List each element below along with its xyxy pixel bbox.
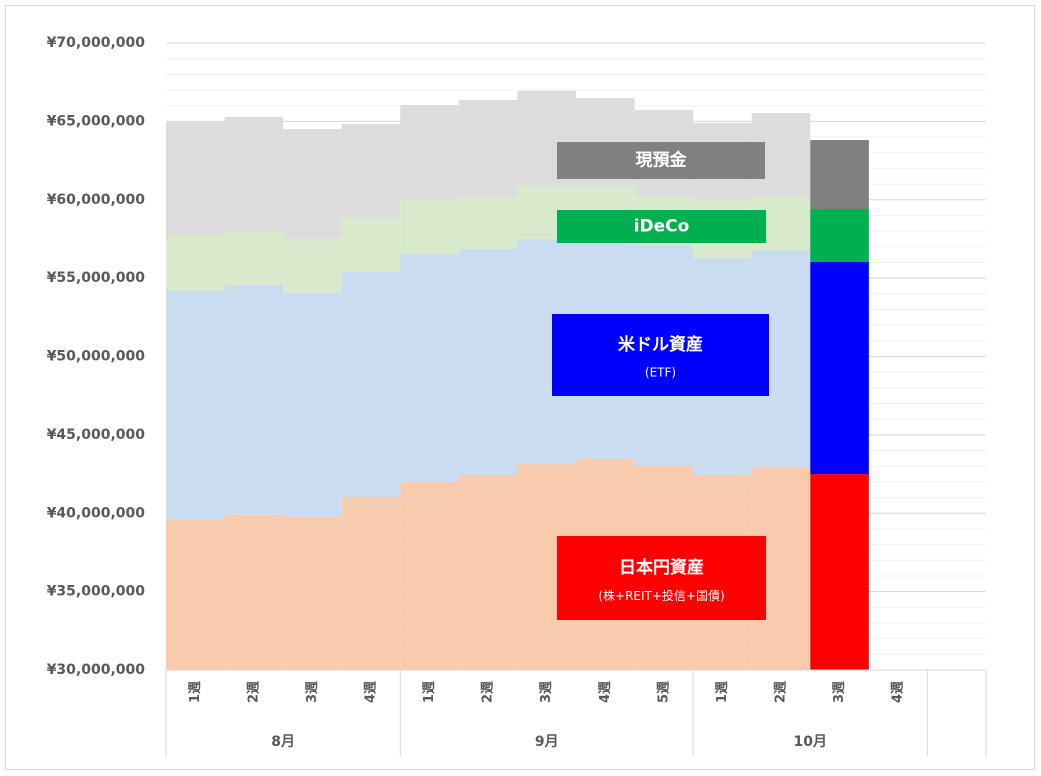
y-tick-label: ¥50,000,000 bbox=[47, 349, 146, 365]
bar-segment bbox=[810, 261, 869, 475]
y-tick-label: ¥55,000,000 bbox=[47, 270, 146, 286]
y-tick-label: ¥40,000,000 bbox=[47, 505, 146, 521]
group-label: 9月 bbox=[535, 734, 559, 750]
x-tick-label: 1週 bbox=[715, 681, 730, 703]
x-tick-label: 1週 bbox=[422, 681, 437, 703]
bar-segment bbox=[400, 253, 459, 483]
bar-segment bbox=[458, 196, 518, 249]
bar-segment bbox=[810, 208, 869, 262]
legend-label: 日本円資産 bbox=[619, 557, 704, 578]
y-tick-label: ¥60,000,000 bbox=[47, 192, 146, 208]
x-tick-label: 3週 bbox=[539, 681, 554, 703]
bar-segment bbox=[810, 140, 869, 209]
bar-segment bbox=[166, 121, 225, 236]
bar-segment bbox=[283, 517, 342, 670]
bar-segment bbox=[224, 285, 284, 515]
bar-segment bbox=[400, 105, 459, 201]
bar-segment bbox=[166, 235, 225, 291]
y-tick-label: ¥30,000,000 bbox=[47, 662, 146, 678]
x-tick-label: 2週 bbox=[481, 681, 496, 703]
bar-segment bbox=[283, 293, 342, 518]
bar-segment bbox=[458, 475, 518, 670]
x-tick-label: 3週 bbox=[305, 681, 320, 703]
bar-segment bbox=[283, 237, 342, 294]
bar-segment bbox=[341, 496, 401, 670]
x-tick-label: 5週 bbox=[656, 681, 671, 703]
legend-label: 米ドル資産 bbox=[618, 334, 703, 355]
bar-segment bbox=[400, 482, 459, 670]
y-tick-label: ¥70,000,000 bbox=[47, 35, 146, 51]
group-label: 10月 bbox=[794, 734, 827, 750]
x-tick-label: 2週 bbox=[246, 681, 261, 703]
legend-note: (ETF) bbox=[645, 366, 676, 380]
bar-segment bbox=[224, 232, 284, 286]
bar-segment bbox=[283, 129, 342, 238]
bar-segment bbox=[458, 100, 518, 197]
legend-box bbox=[557, 536, 766, 620]
x-tick-label: 1週 bbox=[188, 681, 203, 703]
legend-box bbox=[557, 142, 765, 179]
legend-box bbox=[552, 314, 769, 396]
y-tick-label: ¥65,000,000 bbox=[47, 113, 146, 129]
x-tick-label: 2週 bbox=[774, 681, 789, 703]
bar-segment bbox=[400, 200, 459, 254]
bar-segment bbox=[224, 116, 284, 233]
bar-segment bbox=[458, 248, 518, 476]
bar-segment bbox=[166, 290, 225, 520]
x-tick-label: 4週 bbox=[891, 681, 906, 703]
y-tick-label: ¥45,000,000 bbox=[47, 427, 146, 443]
bar-segment bbox=[341, 272, 401, 497]
group-label: 8月 bbox=[271, 734, 295, 750]
legend-note: (株+REIT+投信+国債) bbox=[598, 588, 724, 603]
legend-box bbox=[557, 210, 766, 243]
legend-label: iDeCo bbox=[634, 217, 690, 237]
bar-segment bbox=[341, 217, 401, 273]
bar-segment bbox=[224, 514, 284, 670]
bar-segment bbox=[341, 124, 401, 218]
bar-segment bbox=[166, 519, 225, 670]
x-tick-label: 3週 bbox=[832, 681, 847, 703]
x-tick-label: 4週 bbox=[364, 681, 379, 703]
x-tick-label: 4週 bbox=[598, 681, 613, 703]
bar-segment bbox=[810, 474, 869, 670]
legend-label: 現預金 bbox=[636, 150, 688, 171]
y-tick-label: ¥35,000,000 bbox=[47, 584, 146, 600]
